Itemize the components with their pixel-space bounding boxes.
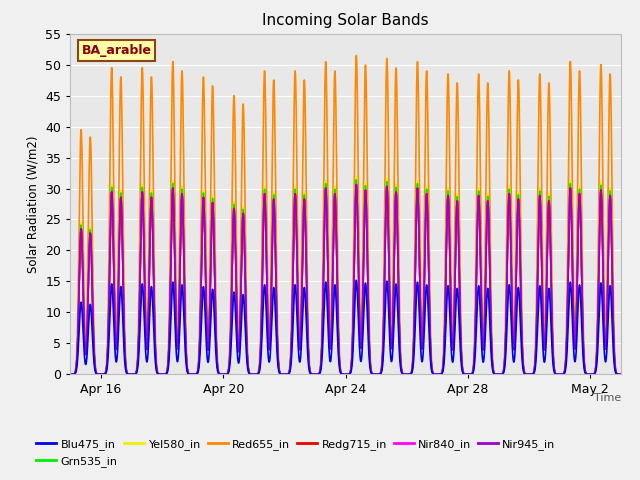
Nir945_in xyxy=(220,372,228,377)
Blu475_in xyxy=(353,277,360,283)
Yel580_in xyxy=(565,237,573,242)
Nir945_in xyxy=(409,357,417,363)
Red655_in xyxy=(353,53,360,59)
Nir945_in xyxy=(399,372,407,377)
Grn535_in xyxy=(617,372,625,377)
Text: BA_arable: BA_arable xyxy=(81,44,152,57)
Redg715_in xyxy=(565,242,573,248)
Red655_in xyxy=(565,154,573,160)
Red655_in xyxy=(399,371,407,377)
Line: Yel580_in: Yel580_in xyxy=(70,177,621,374)
Line: Redg715_in: Redg715_in xyxy=(70,185,621,374)
Nir840_in xyxy=(220,372,228,377)
Nir840_in xyxy=(617,372,625,377)
Grn535_in xyxy=(409,357,417,362)
Yel580_in xyxy=(67,372,74,377)
Yel580_in xyxy=(409,357,417,362)
Red655_in xyxy=(220,372,228,377)
Title: Incoming Solar Bands: Incoming Solar Bands xyxy=(262,13,429,28)
Redg715_in xyxy=(409,357,417,363)
Grn535_in xyxy=(565,239,573,245)
Grn535_in xyxy=(353,177,360,183)
Redg715_in xyxy=(617,372,625,377)
Red655_in xyxy=(617,372,625,377)
Nir945_in xyxy=(184,371,192,376)
Nir840_in xyxy=(409,357,417,363)
Y-axis label: Solar Radiation (W/m2): Solar Radiation (W/m2) xyxy=(27,135,40,273)
Red655_in xyxy=(67,372,74,377)
Grn535_in xyxy=(617,372,625,377)
Blu475_in xyxy=(409,364,417,370)
Yel580_in xyxy=(399,372,407,377)
Grn535_in xyxy=(399,372,407,377)
Nir945_in xyxy=(617,372,625,377)
Redg715_in xyxy=(184,371,192,376)
Nir840_in xyxy=(617,372,625,377)
Yel580_in xyxy=(617,372,625,377)
Blu475_in xyxy=(220,372,228,377)
Blu475_in xyxy=(617,372,625,377)
Nir840_in xyxy=(565,242,573,248)
Blu475_in xyxy=(399,372,407,377)
Grn535_in xyxy=(220,372,228,377)
Red655_in xyxy=(617,372,625,377)
Yel580_in xyxy=(617,372,625,377)
Blu475_in xyxy=(184,371,192,377)
Grn535_in xyxy=(184,370,192,376)
Blu475_in xyxy=(67,372,74,377)
Blu475_in xyxy=(565,307,573,313)
Redg715_in xyxy=(220,372,228,377)
Redg715_in xyxy=(353,182,360,188)
Yel580_in xyxy=(353,174,360,180)
Legend: Blu475_in, Grn535_in, Yel580_in, Red655_in, Redg715_in, Nir840_in, Nir945_in: Blu475_in, Grn535_in, Yel580_in, Red655_… xyxy=(32,435,560,471)
Nir840_in xyxy=(353,182,360,188)
Yel580_in xyxy=(220,372,228,377)
Line: Nir945_in: Nir945_in xyxy=(70,185,621,374)
Nir945_in xyxy=(617,372,625,377)
Grn535_in xyxy=(67,372,74,377)
Blu475_in xyxy=(617,372,625,377)
Red655_in xyxy=(184,370,192,375)
Nir840_in xyxy=(399,372,407,377)
Nir840_in xyxy=(67,372,74,377)
Red655_in xyxy=(409,347,417,353)
Nir945_in xyxy=(353,182,360,188)
Nir945_in xyxy=(565,242,573,248)
Line: Nir840_in: Nir840_in xyxy=(70,185,621,374)
Redg715_in xyxy=(399,372,407,377)
Redg715_in xyxy=(67,372,74,377)
Nir840_in xyxy=(184,371,192,376)
Line: Blu475_in: Blu475_in xyxy=(70,280,621,374)
Line: Grn535_in: Grn535_in xyxy=(70,180,621,374)
Yel580_in xyxy=(184,370,192,376)
Line: Red655_in: Red655_in xyxy=(70,56,621,374)
Nir945_in xyxy=(67,372,74,377)
Text: Time: Time xyxy=(593,393,621,403)
Redg715_in xyxy=(617,372,625,377)
